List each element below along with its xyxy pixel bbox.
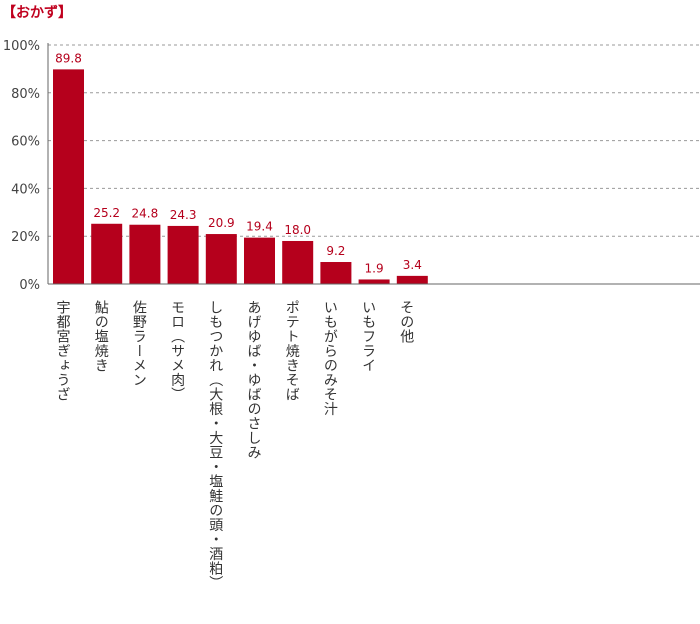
- y-tick-label: 80%: [11, 87, 40, 102]
- category-label: 宇都宮ぎょうざ: [55, 300, 71, 402]
- y-tick-label: 20%: [11, 230, 40, 245]
- bar: [129, 224, 161, 284]
- data-label: 9.2: [326, 244, 345, 258]
- category-label: モロ（サメ肉）: [169, 300, 185, 402]
- y-tick-label: 40%: [11, 182, 40, 197]
- bar: [205, 234, 237, 284]
- category-label: しもつかれ（大根・大豆・塩鮭の頭・酒粕）: [207, 300, 223, 590]
- category-label: ポテト焼きそば: [284, 300, 300, 402]
- bar: [320, 262, 352, 284]
- data-label: 3.4: [403, 258, 422, 272]
- bar: [91, 223, 123, 284]
- bar: [358, 279, 390, 284]
- y-tick-label: 0%: [19, 278, 40, 293]
- bar: [282, 240, 314, 284]
- data-label: 19.4: [246, 220, 273, 234]
- category-label: あげゆば・ゆばのさしみ: [246, 300, 262, 460]
- category-label: 鮎の塩焼き: [93, 300, 109, 373]
- y-tick-label: 100%: [3, 39, 40, 54]
- y-tick-label: 60%: [11, 135, 40, 150]
- data-label: 24.8: [132, 207, 159, 221]
- bar: [167, 225, 199, 284]
- data-label: 89.8: [55, 51, 82, 65]
- bar: [53, 69, 84, 285]
- bar: [244, 237, 275, 284]
- bar: [396, 275, 428, 284]
- data-label: 20.9: [208, 216, 235, 230]
- data-label: 25.2: [93, 206, 120, 220]
- chart-title: 【おかず】: [2, 5, 72, 21]
- category-label: その他: [398, 300, 414, 344]
- category-label: いもがらのみそ汁: [322, 300, 338, 416]
- category-label: いもフライ: [360, 300, 376, 373]
- data-label: 24.3: [170, 208, 197, 222]
- data-label: 1.9: [365, 261, 384, 275]
- category-label: 佐野ラーメン: [131, 300, 147, 387]
- data-label: 18.0: [284, 223, 311, 237]
